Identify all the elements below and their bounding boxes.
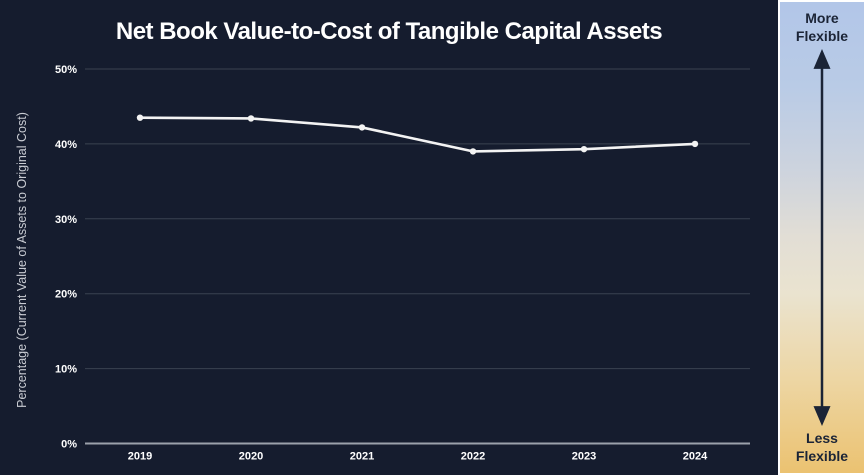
data-point-marker bbox=[358, 124, 366, 131]
data-point-marker bbox=[691, 140, 699, 148]
data-point-marker bbox=[247, 115, 255, 122]
series-line bbox=[138, 116, 697, 153]
chart-title: Net Book Value-to-Cost of Tangible Capit… bbox=[115, 18, 663, 45]
more-flexible-label: More Flexible bbox=[795, 10, 849, 44]
flexibility-scale-sidebar: More Flexible Less Flexible bbox=[778, 0, 866, 475]
x-tick-label: 2019 bbox=[128, 451, 152, 463]
data-point-marker bbox=[580, 145, 588, 153]
y-tick-label: 30% bbox=[55, 214, 77, 226]
x-tick-label: 2023 bbox=[572, 451, 596, 463]
y-tick-label: 50% bbox=[55, 64, 77, 76]
data-point-marker bbox=[136, 114, 144, 121]
line-chart: 0% 10% 20% 30% 40% 50% 2019 2020 2021 2022 2023 202… bbox=[55, 64, 750, 463]
x-tick-label: 2024 bbox=[683, 451, 708, 463]
less-flexible-label: Less Flexible bbox=[795, 430, 849, 464]
x-tick-label: 2020 bbox=[239, 451, 263, 463]
x-tick-label: 2021 bbox=[350, 451, 374, 463]
y-tick-label: 0% bbox=[61, 439, 77, 451]
data-point-marker bbox=[469, 148, 477, 155]
chart-panel: Net Book Value-to-Cost of Tangible Capit… bbox=[0, 0, 778, 475]
y-tick-label: 20% bbox=[55, 289, 77, 301]
y-tick-label: 40% bbox=[55, 139, 77, 151]
x-tick-label: 2022 bbox=[461, 451, 485, 463]
y-tick-label: 10% bbox=[55, 364, 77, 376]
double-arrow-icon bbox=[813, 49, 831, 426]
